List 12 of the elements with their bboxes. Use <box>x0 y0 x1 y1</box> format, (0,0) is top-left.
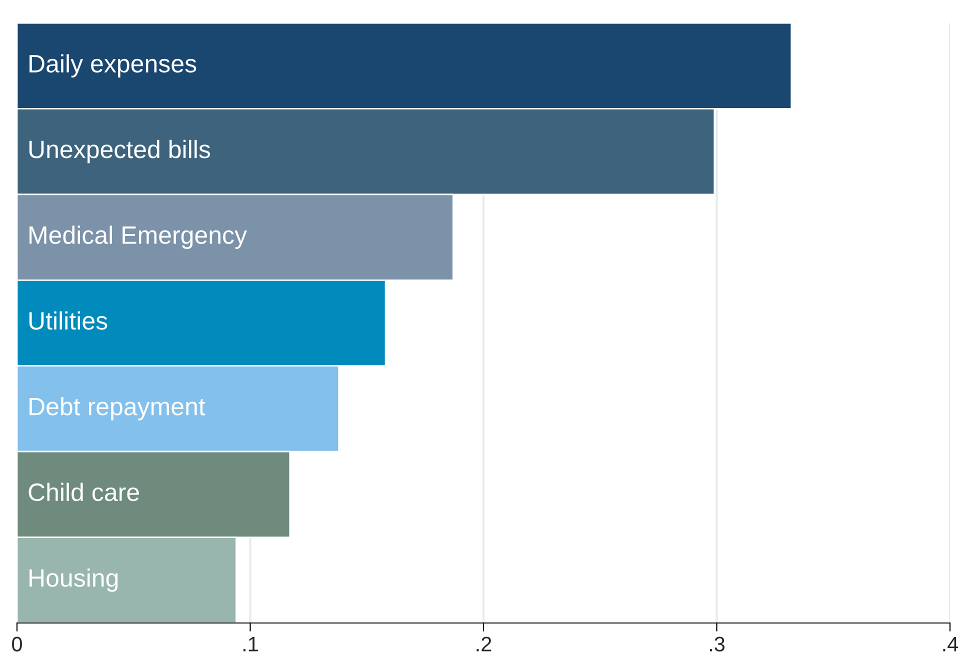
x-tick-label: .4 <box>943 636 958 652</box>
y-tick-label: Utilities <box>29 311 108 330</box>
x-tick-label: .3 <box>710 636 725 652</box>
x-tick-label: .1 <box>243 636 258 652</box>
y-tick-label: Debt repayment <box>30 397 206 420</box>
y-tick-label: Child care <box>28 482 139 502</box>
y-tick-label: Unexpected bills <box>29 140 210 164</box>
x-tick-label: .2 <box>476 636 492 652</box>
x-tick-label: 0 <box>12 636 22 652</box>
y-tick-label: Housing <box>30 568 118 592</box>
y-tick-label: Daily expenses <box>30 54 196 78</box>
y-tick-label: Medical Emergency <box>30 226 247 249</box>
